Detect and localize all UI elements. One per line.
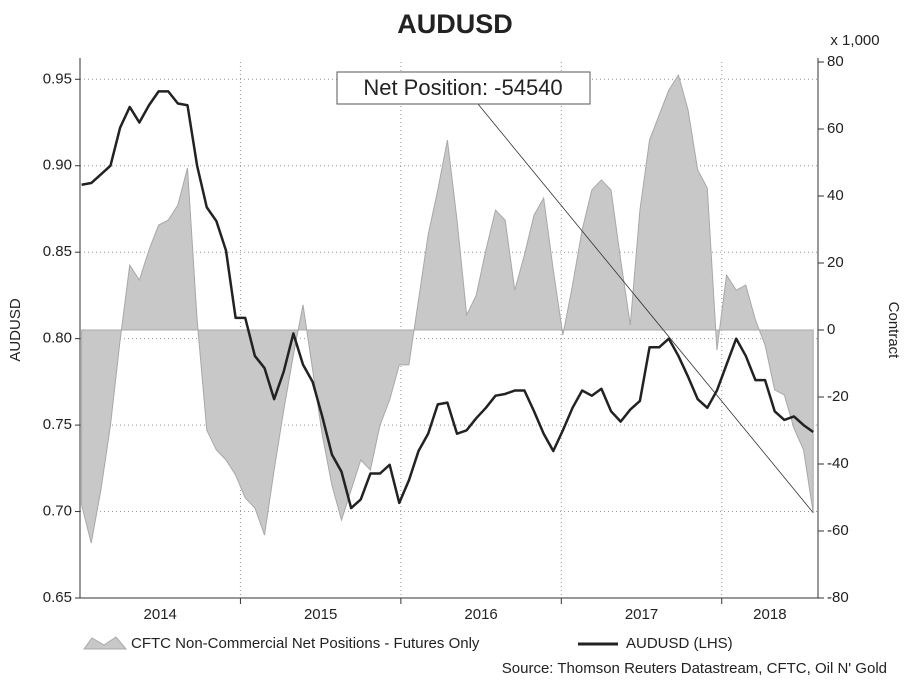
line <box>81 90 814 510</box>
y-tick-label: 0.95 <box>43 70 72 87</box>
y-tick-label: 0.85 <box>43 243 72 260</box>
x-tick-label: 2016 <box>464 606 497 623</box>
y2-tick-label: 0 <box>827 321 835 338</box>
y2-tick-label: 60 <box>827 120 844 137</box>
y-tick-label: 0.70 <box>43 503 72 520</box>
x-tick-label: 2018 <box>753 606 786 623</box>
y2-tick-label: 20 <box>827 254 844 271</box>
annotation-box <box>336 71 591 105</box>
y2-tick-label: -20 <box>827 388 849 405</box>
y2-unit: x 1,000 <box>830 32 879 49</box>
legend-label: CFTC Non-Commercial Net Positions - Futu… <box>131 635 480 652</box>
y-tick-label: 0.65 <box>43 589 72 606</box>
y2-tick-label: -80 <box>827 589 849 606</box>
y2-tick-label: 80 <box>827 53 844 70</box>
y-tick-label: 0.80 <box>43 330 72 347</box>
y-tick-label: 0.75 <box>43 416 72 433</box>
annotation-pointer <box>477 103 814 513</box>
y2-tick-label: -40 <box>827 455 849 472</box>
y-axis-label: AUDUSD <box>7 298 24 362</box>
y2-tick-label: -60 <box>827 522 849 539</box>
legend-swatch <box>83 636 128 650</box>
x-tick-label: 2015 <box>304 606 337 623</box>
source-note: Source: Thomson Reuters Datastream, CFTC… <box>502 660 887 677</box>
x-tick-label: 2017 <box>625 606 658 623</box>
chart-title: AUDUSD <box>397 9 513 39</box>
annotation-text: Net Position: -54540 <box>363 75 562 100</box>
x-tick-label: 2014 <box>144 606 177 623</box>
y2-axis-label: Contract <box>885 302 902 360</box>
legend-label: AUDUSD (LHS) <box>626 635 733 652</box>
y-tick-label: 0.90 <box>43 157 72 174</box>
area <box>81 73 814 544</box>
y2-tick-label: 40 <box>827 187 844 204</box>
